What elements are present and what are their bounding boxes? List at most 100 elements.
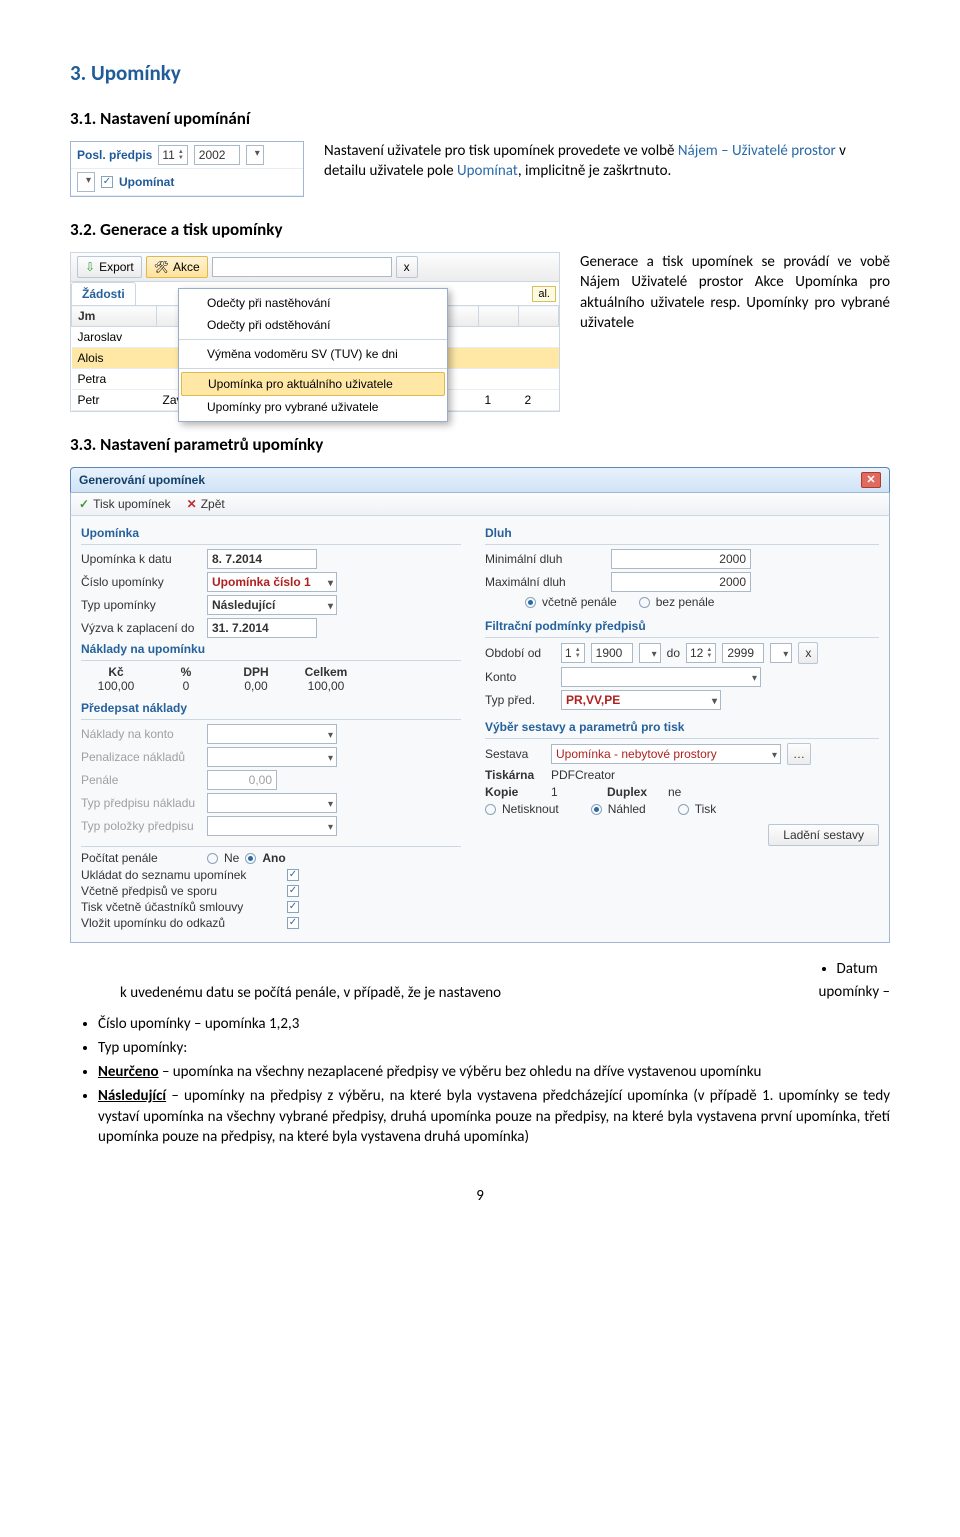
- akce-button[interactable]: 🛠Akce: [146, 256, 208, 278]
- label-chk1: Ukládat do seznamu upomínek: [81, 868, 281, 882]
- input-min[interactable]: 2000: [611, 549, 751, 569]
- label-duplex: Duplex: [607, 785, 662, 799]
- col-4[interactable]: [519, 306, 559, 327]
- dropdown-sestava[interactable]: Upomínka - nebytové prostory: [551, 744, 781, 764]
- spinner-od-m[interactable]: 1▲▼: [561, 643, 585, 663]
- value-duplex: ne: [668, 785, 681, 799]
- label-konto: Konto: [485, 670, 555, 684]
- label-chk2: Včetně předpisů ve sporu: [81, 884, 281, 898]
- section-3-2-title: 3.2. Generace a tisk upomínky: [70, 219, 890, 240]
- section-3-title: 3. Upomínky: [70, 60, 890, 86]
- label-kopie: Kopie: [485, 785, 545, 799]
- input-do-y[interactable]: 2999: [722, 643, 764, 663]
- input-year[interactable]: 2002: [194, 145, 240, 165]
- input-max[interactable]: 2000: [611, 572, 751, 592]
- dropdown-tpp: [207, 816, 337, 836]
- radio-ne[interactable]: [207, 853, 218, 864]
- label-obdobi: Období od: [485, 646, 555, 660]
- label-datu: Upomínka k datu: [81, 552, 201, 566]
- col-celkem: Celkem: [291, 665, 361, 679]
- search-input[interactable]: [212, 257, 392, 277]
- checkbox-4[interactable]: ✓: [287, 917, 299, 929]
- menu-item[interactable]: Odečty při odstěhování: [179, 314, 447, 336]
- radio-bez[interactable]: [639, 597, 650, 608]
- dropdown-typ-pred[interactable]: PR,VV,PE: [561, 690, 721, 710]
- dropdown-nk: [207, 724, 337, 744]
- section-3-3-title: 3.3. Nastavení parametrů upomínky: [70, 434, 890, 455]
- radio-tisk-label: Tisk: [695, 802, 717, 816]
- bullet-datum: Datum: [837, 959, 890, 979]
- col-jmeno[interactable]: Jm: [72, 306, 157, 327]
- val-pct: 0: [151, 679, 221, 693]
- group-naklady: Náklady na upomínku: [81, 642, 461, 656]
- input-datu[interactable]: 8. 7.2014: [207, 549, 317, 569]
- radio-ano-label: Ano: [262, 851, 285, 865]
- menu-item-highlighted[interactable]: Upomínka pro aktuálního uživatele: [181, 372, 445, 396]
- section-3-1-title: 3.1. Nastavení upomínání: [70, 108, 890, 129]
- clear-date-button[interactable]: x: [798, 642, 818, 664]
- label-chk3: Tisk včetně účastníků smlouvy: [81, 900, 281, 914]
- dropdown-dt2[interactable]: [770, 643, 792, 663]
- close-button[interactable]: ✕: [861, 472, 881, 488]
- export-button[interactable]: ⇩Export: [77, 256, 142, 278]
- screenshot-generovani-dialog: Generování upomínek ✕ ✓Tisk upomínek ✕Zp…: [70, 467, 890, 943]
- dropdown-pen: [207, 747, 337, 767]
- menu-item[interactable]: Upomínky pro vybrané uživatele: [179, 396, 447, 418]
- radio-bez-label: bez penále: [656, 595, 715, 609]
- dropdown-cislo[interactable]: Upomínka číslo 1: [207, 572, 337, 592]
- bullet-nasledujici: Následující – upomínky na předpisy z výb…: [98, 1086, 890, 1147]
- dropdown-konto[interactable]: [561, 667, 761, 687]
- clear-search-button[interactable]: x: [396, 256, 418, 278]
- link-najem-uzivatele: Nájem – Uživatelé prostor: [678, 142, 836, 160]
- sestava-more-button[interactable]: …: [787, 743, 811, 765]
- checkbox-1[interactable]: ✓: [287, 869, 299, 881]
- input-od-y[interactable]: 1900: [591, 643, 633, 663]
- group-filtr: Filtrační podmínky předpisů: [485, 619, 879, 633]
- label-upominat: Upomínat: [119, 175, 174, 189]
- zpet-button[interactable]: ✕Zpět: [187, 497, 225, 511]
- col-pct: %: [151, 665, 221, 679]
- spinner-do-m[interactable]: 12▲▼: [686, 643, 716, 663]
- group-predepsat: Předepsat náklady: [81, 701, 461, 715]
- label-cislo: Číslo upomínky: [81, 575, 201, 589]
- checkbox-3[interactable]: ✓: [287, 901, 299, 913]
- radio-vcetne[interactable]: [525, 597, 536, 608]
- radio-netisknout[interactable]: [485, 804, 496, 815]
- dropdown[interactable]: [246, 145, 264, 165]
- input-penale: 0,00: [207, 770, 277, 790]
- bullet-cislo: Číslo upomínky – upomínka 1,2,3: [98, 1014, 890, 1034]
- bullet-neurceno: Neurčeno – upomínka na všechny nezaplace…: [98, 1062, 890, 1082]
- screenshot-posl-predpis: Posl. předpis 11▲▼ 2002 ✓ Upomínat: [70, 141, 304, 197]
- dropdown-dt1[interactable]: [639, 643, 661, 663]
- label-pocitat: Počítat penále: [81, 851, 201, 865]
- menu-item[interactable]: Výměna vodoměru SV (TUV) ke dni: [179, 343, 447, 365]
- value-tiskarna: PDFCreator: [551, 768, 615, 782]
- dropdown-typ[interactable]: Následující: [207, 595, 337, 615]
- radio-tisk[interactable]: [678, 804, 689, 815]
- spinner-month[interactable]: 11▲▼: [158, 145, 187, 165]
- tab-zadosti[interactable]: Žádosti: [71, 282, 136, 305]
- label-do: do: [667, 646, 680, 660]
- radio-ne-label: Ne: [224, 851, 239, 865]
- label-tpp: Typ položky předpisu: [81, 819, 201, 833]
- label-upominky-dash: upomínky –: [819, 983, 890, 1001]
- input-vyzva[interactable]: 31. 7.2014: [207, 618, 317, 638]
- col-3[interactable]: [479, 306, 519, 327]
- label-typ-pred: Typ před.: [485, 693, 555, 707]
- tooltip: al. Uživatelé prostor: [532, 286, 556, 302]
- dropdown-2[interactable]: [77, 172, 95, 192]
- checkbox-upominat[interactable]: ✓: [101, 176, 113, 188]
- akce-dropdown-menu: Odečty při nastěhování Odečty při odstěh…: [178, 288, 448, 422]
- checkbox-2[interactable]: ✓: [287, 885, 299, 897]
- paragraph-3-1: Nastavení uživatele pro tisk upomínek pr…: [324, 141, 890, 197]
- menu-item[interactable]: Odečty při nastěhování: [179, 292, 447, 314]
- tisk-upominek-button[interactable]: ✓Tisk upomínek: [79, 497, 171, 511]
- group-dluh: Dluh: [485, 526, 879, 540]
- ladeni-sestavy-button[interactable]: Ladění sestavy: [768, 824, 879, 846]
- radio-ano[interactable]: [245, 853, 256, 864]
- radio-nahled-label: Náhled: [608, 802, 646, 816]
- radio-netisknout-label: Netisknout: [502, 802, 559, 816]
- radio-nahled[interactable]: [591, 804, 602, 815]
- label-tpn: Typ předpisu nákladu: [81, 796, 201, 810]
- label-max: Maximální dluh: [485, 575, 605, 589]
